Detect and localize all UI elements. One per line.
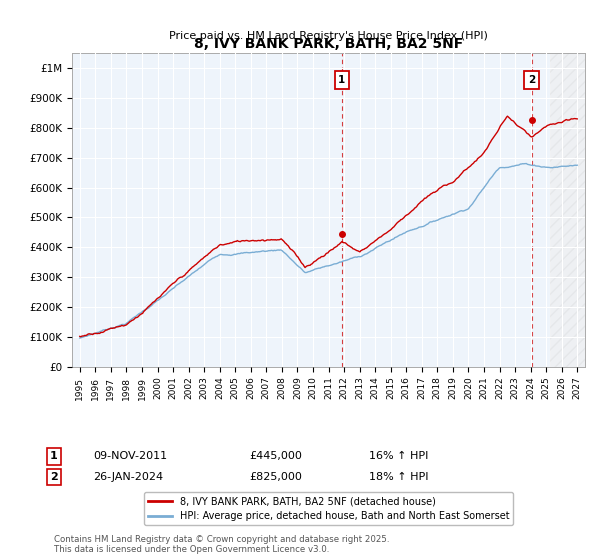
Text: £825,000: £825,000	[249, 472, 302, 482]
Text: Price paid vs. HM Land Registry's House Price Index (HPI): Price paid vs. HM Land Registry's House …	[169, 31, 488, 41]
Legend: 8, IVY BANK PARK, BATH, BA2 5NF (detached house), HPI: Average price, detached h: 8, IVY BANK PARK, BATH, BA2 5NF (detache…	[144, 492, 513, 525]
Text: 2: 2	[528, 75, 535, 85]
Text: 1: 1	[338, 75, 346, 85]
Text: 16% ↑ HPI: 16% ↑ HPI	[369, 451, 428, 461]
Text: Contains HM Land Registry data © Crown copyright and database right 2025.
This d: Contains HM Land Registry data © Crown c…	[54, 535, 389, 554]
Text: 18% ↑ HPI: 18% ↑ HPI	[369, 472, 428, 482]
Title: 8, IVY BANK PARK, BATH, BA2 5NF: 8, IVY BANK PARK, BATH, BA2 5NF	[194, 36, 463, 50]
Text: 2: 2	[50, 472, 58, 482]
Text: 26-JAN-2024: 26-JAN-2024	[93, 472, 163, 482]
Text: £445,000: £445,000	[249, 451, 302, 461]
Text: 09-NOV-2011: 09-NOV-2011	[93, 451, 167, 461]
Text: 1: 1	[50, 451, 58, 461]
